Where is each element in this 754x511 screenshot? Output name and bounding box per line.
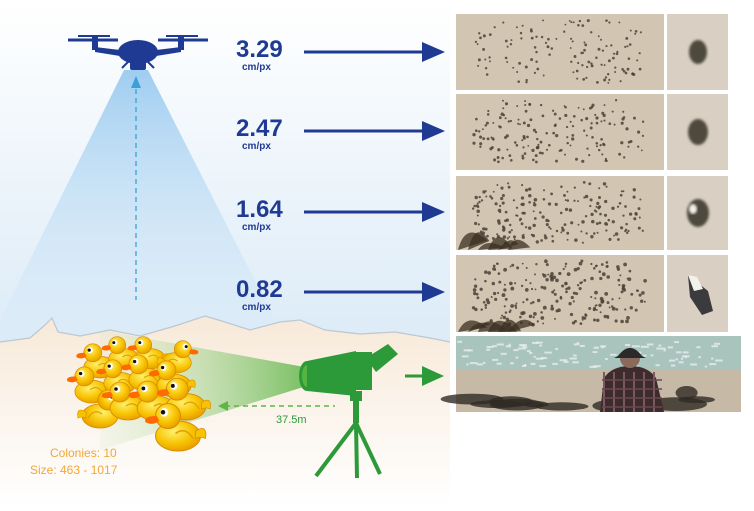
resolution-label-1: 3.29 cm/px (236, 36, 306, 74)
aerial-photo-panel (456, 255, 728, 332)
scope-arrowhead (422, 366, 444, 386)
resolution-label-2: 2.47 cm/px (236, 115, 306, 153)
resolution-label-3: 1.64 cm/px (236, 196, 306, 234)
spotting-scope-icon (299, 344, 398, 479)
rubber-duck-icon (156, 340, 199, 374)
arrowhead-res-2 (422, 121, 445, 141)
resolution-unit: cm/px (242, 302, 271, 313)
resolution-unit: cm/px (242, 62, 271, 73)
scope-distance-label: 37.5m (276, 414, 307, 426)
duck-colonies-group (67, 336, 211, 452)
photo-panels (440, 14, 741, 412)
arrowhead-res-4 (422, 282, 445, 302)
colony-size-label: Size: 463 - 1017 (30, 463, 118, 477)
drone-altitude-arrowhead (131, 76, 141, 88)
aerial-photo-panel (456, 14, 728, 90)
resolution-value: 1.64 (236, 196, 283, 223)
resolution-label-4: 0.82 cm/px (236, 276, 306, 314)
resolution-unit: cm/px (242, 222, 271, 233)
drone-field-of-view (0, 70, 285, 340)
colonies-count-label: Colonies: 10 (50, 446, 117, 460)
dune-outline (0, 315, 451, 343)
drone-icon (68, 35, 208, 70)
resolution-value: 2.47 (236, 115, 283, 142)
resolution-unit: cm/px (242, 141, 271, 152)
rubber-duck-icon (145, 403, 207, 452)
ground-photo-panel (440, 336, 741, 412)
distance-arrowhead (218, 401, 228, 411)
resolution-value: 0.82 (236, 276, 283, 303)
aerial-photo-panel (456, 94, 728, 170)
arrowhead-res-1 (422, 42, 445, 62)
resolution-arrows (304, 42, 445, 302)
arrowhead-res-3 (422, 202, 445, 222)
aerial-photo-panel (456, 176, 728, 250)
rubber-duck-icon (101, 381, 151, 421)
resolution-value: 3.29 (236, 36, 283, 63)
